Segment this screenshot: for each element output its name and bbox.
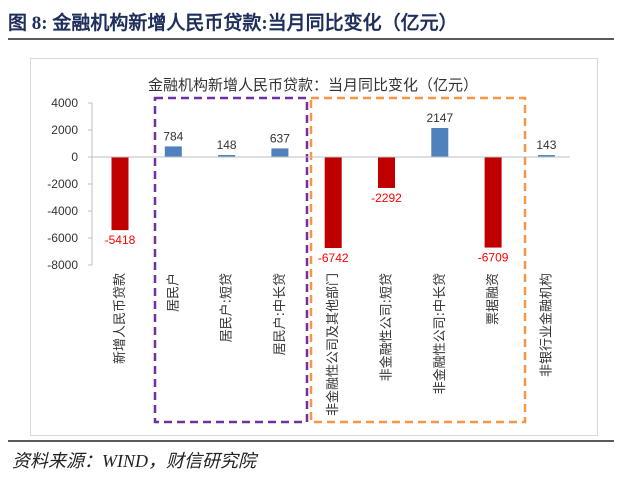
- category-label: 新增人民币贷款: [112, 273, 128, 364]
- corporate-group-box: [309, 96, 527, 424]
- bar-value-label: 637: [270, 131, 290, 145]
- bar-value-label: 143: [536, 138, 556, 152]
- y-tick-label: -2000: [47, 177, 78, 191]
- bar: [164, 146, 182, 157]
- bar: [111, 157, 129, 231]
- chart-area: [30, 58, 598, 436]
- household-group-box: [153, 96, 309, 424]
- y-tick-label: 4000: [51, 96, 78, 110]
- figure-caption: 图 8: 金融机构新增人民币贷款:当月同比变化（亿元）: [8, 13, 458, 34]
- y-tick-label: 2000: [51, 123, 78, 137]
- y-tick-label: -4000: [47, 204, 78, 218]
- category-label: 居民户:短贷: [219, 273, 235, 342]
- bar-value-label: -6709: [478, 251, 509, 265]
- bar-value-label: -6742: [318, 251, 349, 265]
- bar: [271, 148, 289, 157]
- top-rule: [8, 38, 614, 40]
- bar: [324, 157, 342, 249]
- bar-value-label: -5418: [105, 233, 136, 247]
- category-label: 票据融资: [486, 273, 501, 325]
- category-label: 非金融性公司及其他部门: [325, 273, 341, 416]
- y-tick-label: -6000: [47, 231, 78, 245]
- source-note: 资料来源：WIND，财信研究院: [12, 451, 256, 471]
- bar: [537, 155, 555, 157]
- bar: [484, 157, 502, 248]
- bar-value-label: -2292: [371, 191, 402, 205]
- y-tick-label: -8000: [47, 258, 78, 272]
- bar: [431, 128, 449, 157]
- category-label: 居民户:中长贷: [272, 273, 288, 355]
- category-label: 居民户: [165, 273, 181, 312]
- bar: [218, 155, 236, 157]
- bar-value-label: 148: [217, 138, 237, 152]
- bar: [378, 157, 395, 188]
- bar-value-label: 2147: [426, 111, 453, 125]
- chart-title: 金融机构新增人民币贷款：当月同比变化（亿元）: [147, 77, 478, 94]
- y-tick-label: 0: [71, 150, 78, 164]
- category-label: 非银行业金融机构: [538, 273, 554, 377]
- category-label: 非金融性公司:短贷: [379, 273, 395, 381]
- bottom-rule: [8, 440, 614, 442]
- bar-value-label: 784: [163, 129, 183, 143]
- category-label: 非金融性公司:中长贷: [432, 273, 448, 394]
